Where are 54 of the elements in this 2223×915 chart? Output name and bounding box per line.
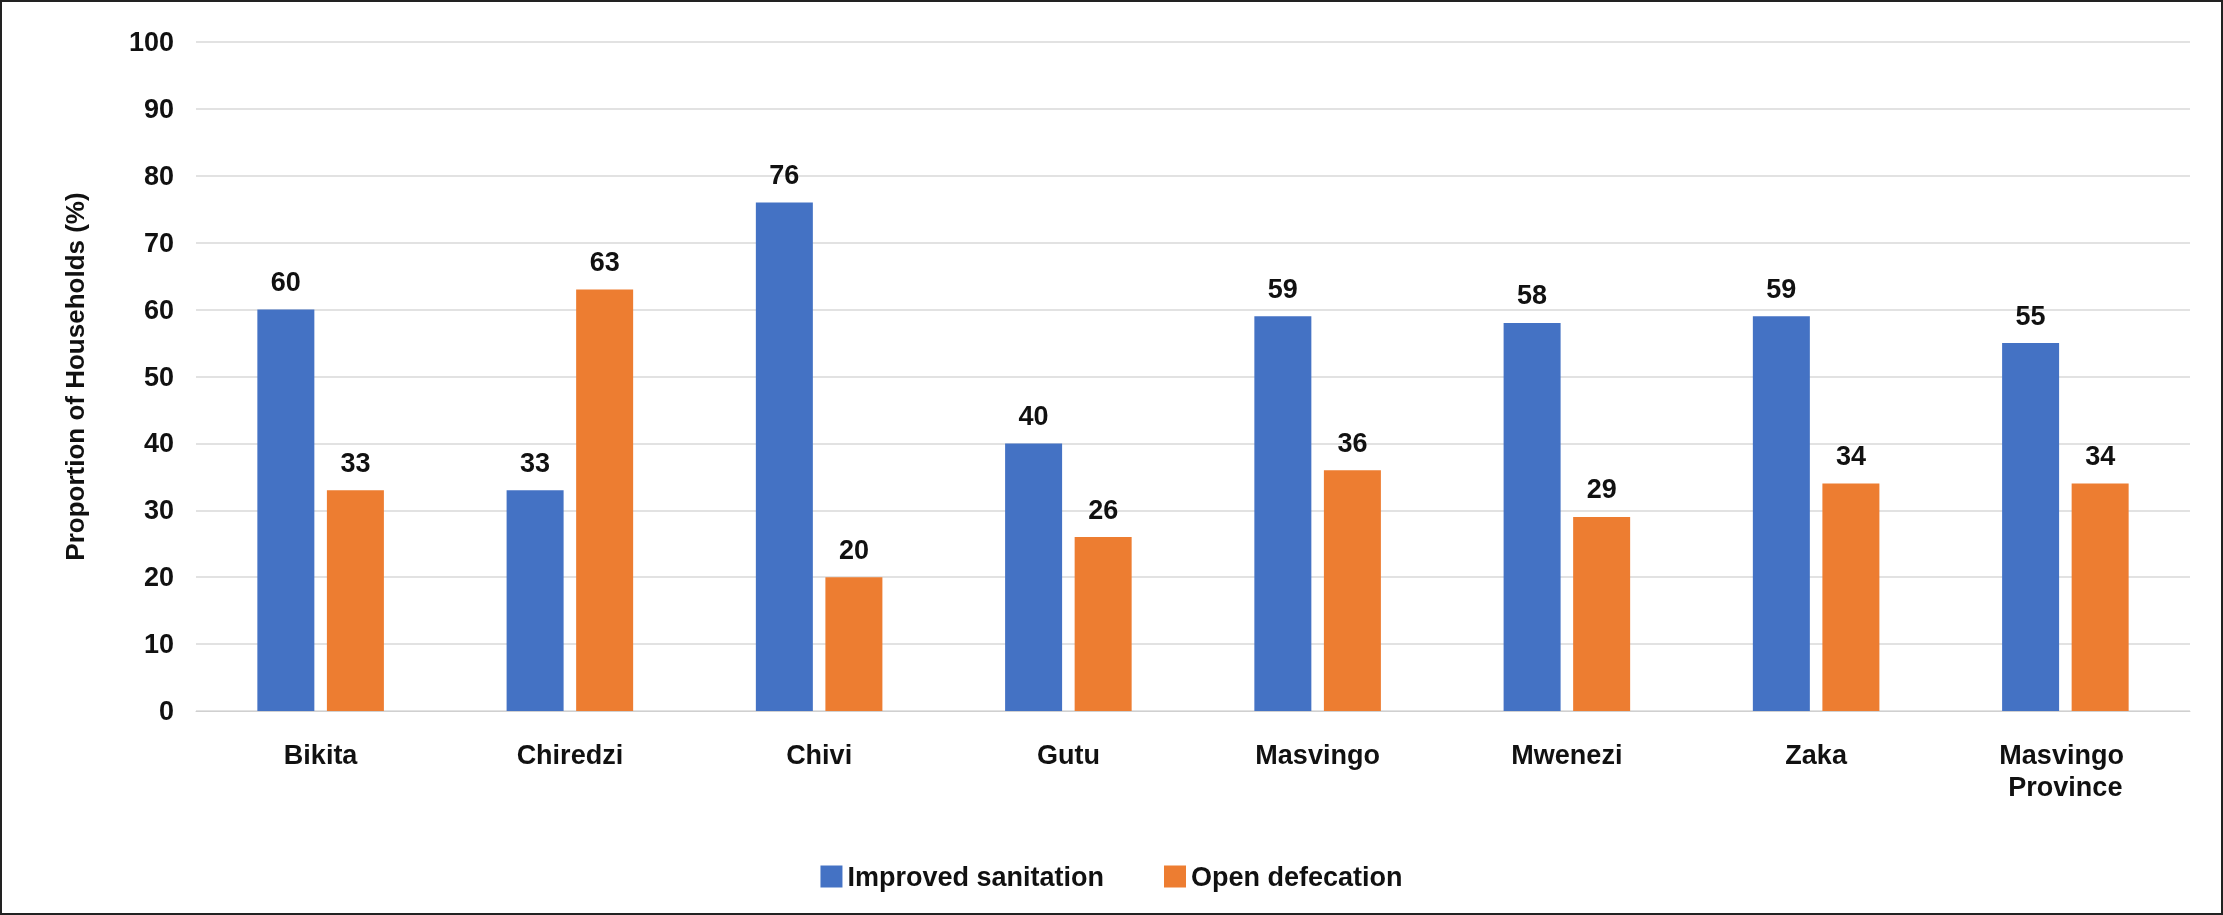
x-tick-label: Chivi [786,740,853,770]
data-label: 36 [1337,427,1368,458]
x-tick-label: Bikita [283,740,359,770]
data-label: 55 [2015,300,2046,331]
bar [506,490,564,711]
data-label: 59 [1766,273,1797,304]
x-tick-label: Gutu [1036,740,1100,770]
data-label: 59 [1267,273,1298,304]
x-tick-label: Zaka [1785,740,1848,770]
bar [1005,443,1063,711]
y-tick-label: 70 [143,227,174,258]
x-tick-label: Masvingo Province [1999,740,2132,802]
y-tick-label: 20 [143,562,174,593]
y-tick-label: 60 [143,294,174,325]
x-tick-label: Masvingo [1255,740,1380,770]
legend-label: Open defecation [1191,861,1403,892]
legend-label: Improved sanitation [847,861,1105,892]
bar [1573,516,1631,711]
bar [1323,470,1381,711]
y-tick-label: 80 [143,160,174,191]
bar [1254,316,1312,711]
data-label: 34 [2085,441,2116,472]
y-tick-label: 50 [143,361,174,392]
data-label: 33 [520,447,551,478]
y-tick-label: 40 [143,428,174,459]
data-label: 33 [340,447,371,478]
bar [1822,483,1880,711]
data-label: 26 [1088,494,1119,525]
x-tick-label: Mwenezi [1511,740,1623,770]
y-tick-label: 10 [143,629,174,660]
data-label: 60 [270,267,301,298]
x-tick-label: Chiredzi [516,740,624,770]
data-label: 29 [1586,474,1617,505]
data-label: 63 [589,247,620,278]
y-tick-label: 100 [128,27,174,57]
data-label: 76 [769,160,800,191]
bar [755,202,813,711]
y-axis-title: Proportion of Households (%) [60,192,90,561]
data-label: 40 [1018,400,1049,431]
y-tick-label: 0 [158,696,174,726]
bar [1074,537,1132,711]
bar [825,577,883,711]
data-label: 34 [1835,441,1866,472]
bar [1752,316,1810,711]
bar [1503,322,1561,711]
bar [326,490,384,711]
bar [2002,343,2060,711]
data-label: 58 [1517,280,1548,311]
y-tick-label: 30 [143,495,174,526]
bar [257,309,315,711]
bar [576,289,634,711]
data-label: 20 [838,534,869,565]
y-tick-label: 90 [143,93,174,124]
bar [2071,483,2129,711]
